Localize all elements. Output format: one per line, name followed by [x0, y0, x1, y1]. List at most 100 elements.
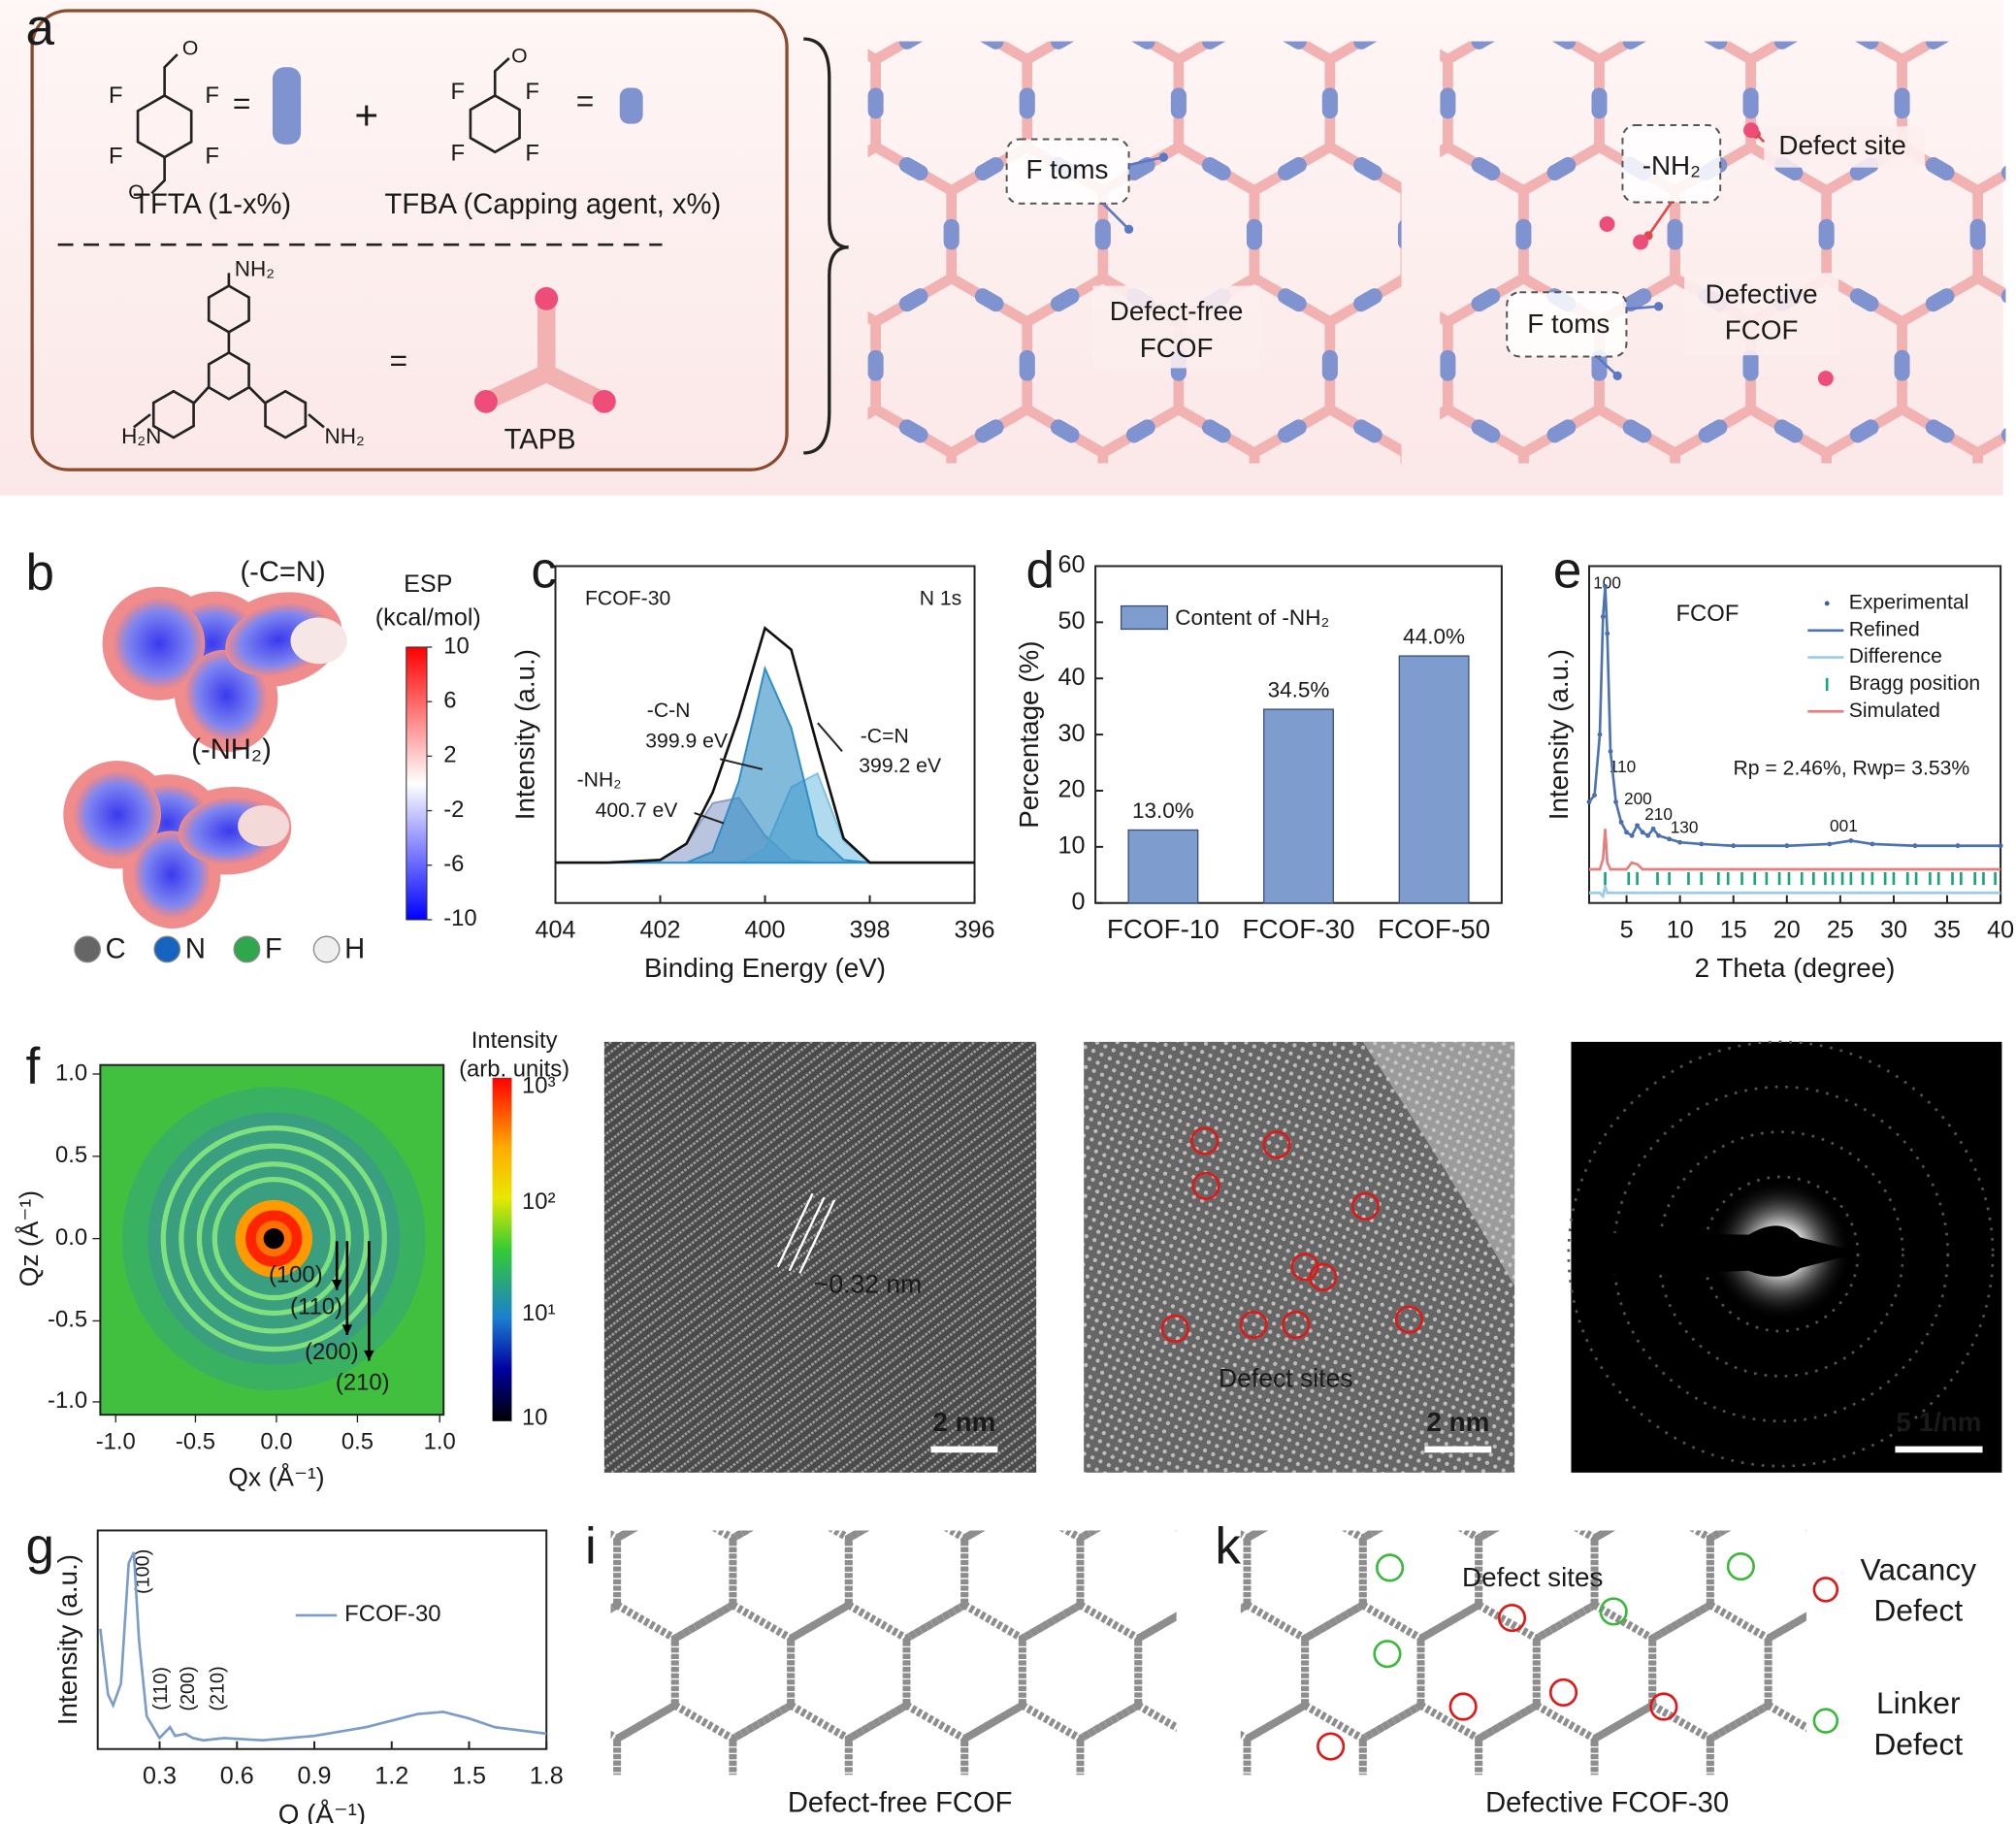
vacancy-marker	[1548, 1677, 1578, 1708]
label: TFBA (Capping agent, x%)	[385, 189, 722, 220]
callout-box	[1005, 138, 1130, 205]
saed-ring	[1657, 1130, 1904, 1378]
linker	[1667, 218, 1683, 250]
linker	[1925, 157, 1955, 180]
label: ESP	[404, 570, 452, 598]
linker	[972, 548, 1006, 577]
linker	[1546, 419, 1577, 443]
x-tick-label: 396	[955, 917, 995, 944]
y-tick-label: 40	[1058, 664, 1086, 691]
label: Defect-free	[1110, 296, 1244, 326]
linker	[1050, 41, 1080, 49]
linker	[898, 419, 928, 443]
diffraction-ring	[160, 1124, 387, 1352]
component-label: -C-N	[647, 700, 691, 722]
label: (200)	[305, 1339, 359, 1365]
linker	[1546, 41, 1577, 49]
panel-letter: e	[1553, 541, 1581, 599]
label: 2 nm	[932, 1407, 995, 1437]
plot: 0 10 20 30 40 50 60 Percentage (%) FCOF-10 FCOF-3…	[1014, 551, 1503, 944]
linker	[1202, 41, 1231, 49]
hexagon	[1972, 168, 2006, 301]
y-axis-title: Intensity (a.u.)	[1544, 649, 1574, 820]
legend-label: Simulated	[1849, 700, 1940, 722]
annotation: (100)	[133, 1549, 154, 1594]
reagent-box	[30, 9, 789, 472]
linker	[1440, 349, 1456, 381]
atom-key	[74, 935, 102, 963]
esp-lobe	[113, 597, 206, 690]
defect-site	[1743, 122, 1759, 139]
atom-key	[312, 935, 341, 963]
tfta-linker	[272, 67, 302, 145]
linker	[1202, 419, 1231, 443]
label: (100)	[269, 1261, 323, 1287]
defect-marker	[1394, 1305, 1424, 1334]
linker	[1426, 548, 1460, 577]
y-tick-label: 50	[1058, 607, 1086, 635]
label-bg	[1092, 285, 1260, 369]
linker	[1393, 548, 1427, 577]
colorbar-tick-label: -2	[443, 797, 464, 823]
linker	[1773, 41, 1804, 49]
label: (110)	[290, 1293, 342, 1319]
linker	[1847, 548, 1881, 577]
linker	[1019, 349, 1035, 381]
esp-colorbar	[406, 646, 428, 921]
label: NH₂	[235, 257, 275, 281]
y-tick-label: 60	[1058, 551, 1086, 578]
linker	[1515, 218, 1532, 250]
linker	[974, 157, 1004, 180]
vacancy-marker	[1497, 1603, 1527, 1633]
x-axis-title: Q (Å⁻¹)	[278, 1799, 366, 1824]
legend-label: Bragg position	[1849, 672, 1980, 695]
x-tick-label: 0.6	[220, 1763, 254, 1790]
value-label: 44.0%	[1403, 624, 1465, 648]
linker	[1471, 419, 1501, 443]
linker-marker	[1373, 1640, 1402, 1669]
y-tick-label: 30	[1058, 720, 1086, 747]
label: (arb. units)	[459, 1056, 569, 1082]
esp-surface	[102, 586, 342, 752]
x-tick-label: FCOF-30	[1243, 914, 1355, 944]
atom-key	[153, 935, 181, 963]
hexagon	[1240, 1530, 1252, 1613]
label: Defect	[1873, 1726, 1963, 1761]
label: (210)	[336, 1370, 390, 1396]
panel-letter: a	[26, 0, 55, 56]
value-label: 34.5%	[1268, 677, 1330, 701]
y-tick-label: 10	[1058, 832, 1086, 860]
x-tick-label: FCOF-10	[1107, 914, 1219, 944]
label: TFTA (1-x%)	[133, 189, 291, 220]
hexagon	[1324, 41, 1402, 195]
defect-marker	[1239, 1310, 1268, 1339]
x-tick-label: 40	[1987, 917, 2014, 944]
arrow	[1646, 201, 1673, 237]
linker	[1471, 288, 1501, 312]
linker	[1050, 419, 1080, 443]
label: F	[109, 82, 123, 109]
label: Qx (Å⁻¹)	[228, 1462, 324, 1491]
linker	[1622, 288, 1652, 312]
linker	[943, 218, 959, 250]
hexagon	[1240, 1600, 1310, 1743]
linker	[1353, 157, 1382, 180]
arrow	[1102, 202, 1130, 231]
annotation: (200)	[178, 1666, 199, 1710]
x-tick-label: 404	[536, 917, 576, 944]
colorbar-tick-label: -10	[443, 905, 476, 931]
linker	[1125, 419, 1155, 443]
hexagon	[613, 1701, 737, 1775]
linker	[1278, 288, 1307, 312]
linker	[821, 548, 855, 577]
label: H₂N	[121, 424, 161, 448]
linker	[1278, 157, 1307, 180]
defect-marker	[1282, 1310, 1311, 1339]
linker	[1742, 87, 1759, 119]
value-label: 13.0%	[1132, 798, 1194, 823]
linker	[1849, 41, 1879, 49]
label: 10	[522, 1404, 548, 1430]
label: Vacancy	[1860, 1551, 1976, 1586]
